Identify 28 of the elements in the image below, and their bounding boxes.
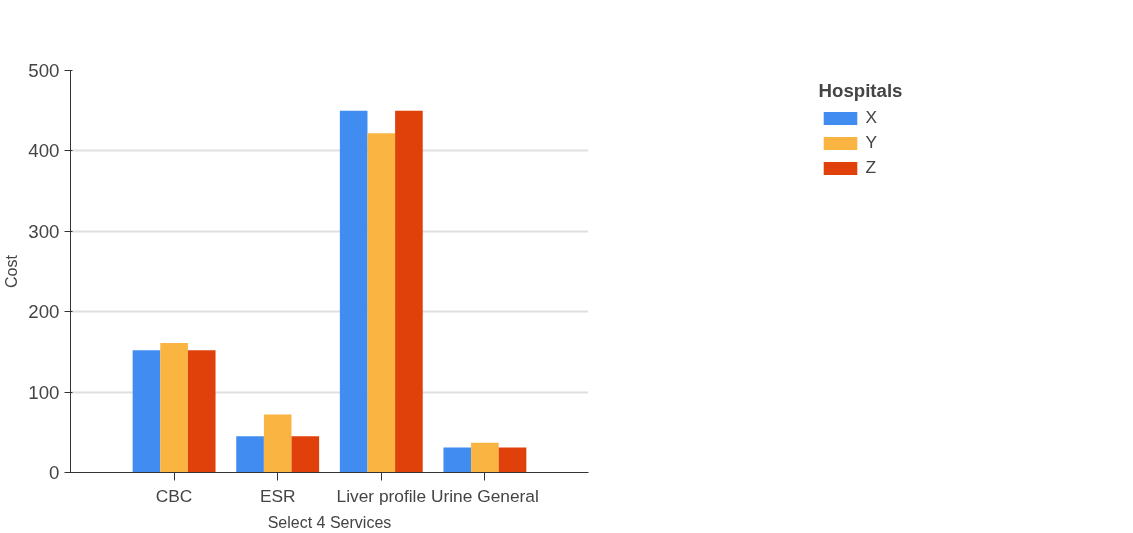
legend-label: X bbox=[865, 107, 879, 128]
bar bbox=[236, 436, 264, 473]
bar bbox=[443, 447, 472, 473]
y-tick-label: 0 bbox=[49, 462, 60, 483]
bar bbox=[471, 442, 499, 473]
y-tick-label: 200 bbox=[28, 301, 60, 323]
legend-label: Y bbox=[865, 132, 879, 153]
legend-label: Z bbox=[865, 157, 878, 178]
bar bbox=[367, 133, 396, 473]
y-tick-label: 400 bbox=[28, 140, 60, 162]
bar bbox=[395, 110, 423, 473]
bar bbox=[339, 110, 368, 473]
y-tick-label: 100 bbox=[28, 381, 60, 403]
x-tick-label: Urine General bbox=[430, 485, 539, 506]
x-axis-title: Select 4 Services bbox=[267, 513, 392, 531]
y-tick-label: 300 bbox=[28, 220, 60, 242]
x-tick-label: Liver profile bbox=[336, 485, 427, 506]
y-axis-title: Cost bbox=[3, 254, 21, 288]
legend-title: Hospitals bbox=[818, 80, 903, 102]
bar bbox=[498, 447, 527, 473]
x-tick-label: CBC bbox=[155, 485, 193, 506]
bar bbox=[132, 350, 161, 473]
y-tick-label: 500 bbox=[28, 60, 60, 81]
x-tick-label: ESR bbox=[259, 485, 296, 506]
bar bbox=[187, 350, 216, 473]
bar bbox=[160, 343, 188, 473]
bar bbox=[291, 436, 320, 473]
bar bbox=[263, 414, 292, 473]
